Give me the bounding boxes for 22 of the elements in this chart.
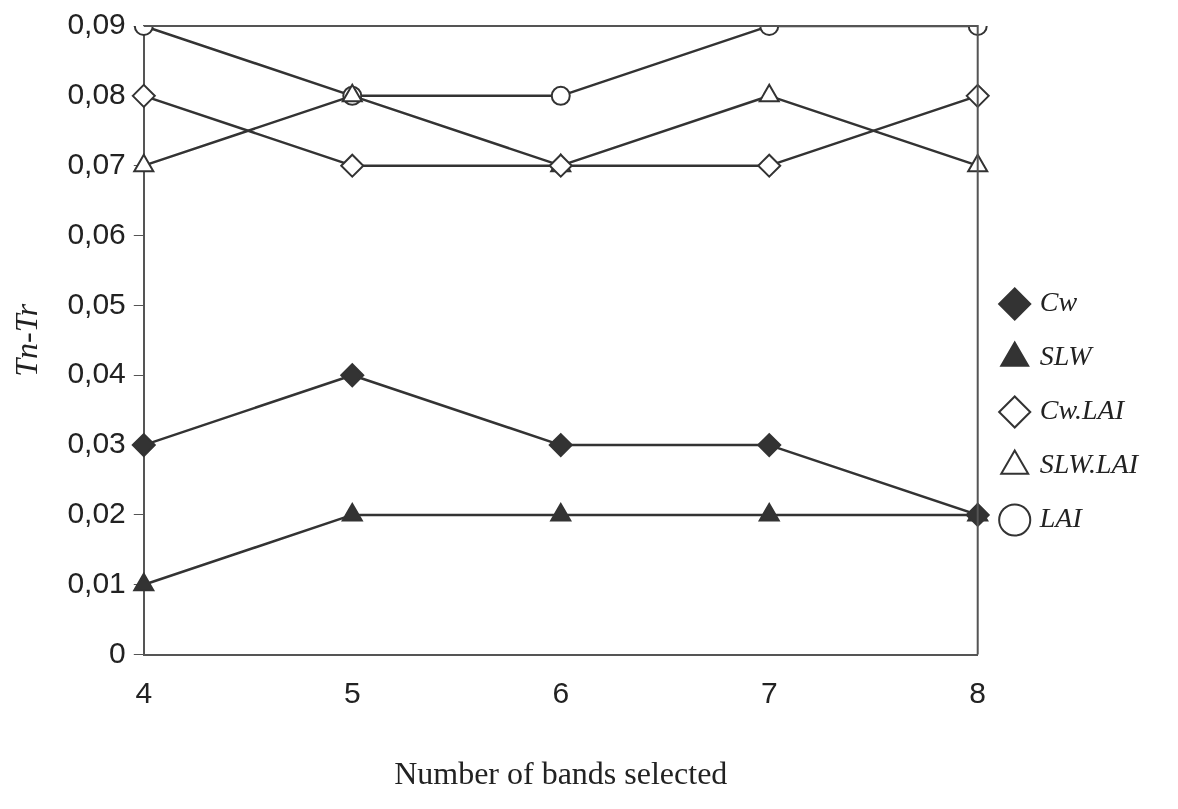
legend-label: SLW.LAI (1039, 448, 1140, 480)
y-axis-title: Tn-Tr (7, 303, 44, 377)
y-tick-label: 0,07 (67, 146, 126, 180)
x-tick-label: 4 (135, 675, 153, 709)
x-axis-title: Number of bands selected (394, 755, 728, 792)
x-tick-label: 8 (969, 675, 987, 709)
y-tick-label: 0,04 (67, 356, 126, 390)
y-tick-label: 0,02 (67, 496, 126, 530)
legend-label: Cw (1039, 286, 1078, 318)
legend-label: SLW (1039, 340, 1095, 372)
legend-label: Cw.LAI (1039, 394, 1126, 426)
y-tick-label: 0,09 (67, 7, 126, 41)
x-tick-label: 7 (760, 675, 778, 709)
y-tick-label: 0,05 (67, 286, 126, 320)
y-tick-label: 0,01 (67, 566, 126, 600)
y-tick-label: 0,08 (67, 77, 126, 111)
x-tick-label: 5 (343, 675, 361, 709)
legend-label: LAI (1038, 502, 1084, 534)
x-tick-label: 6 (552, 675, 570, 709)
y-tick-label: 0,03 (67, 426, 126, 460)
y-tick-label: 0 (109, 635, 126, 669)
y-tick-label: 0,06 (67, 216, 126, 250)
